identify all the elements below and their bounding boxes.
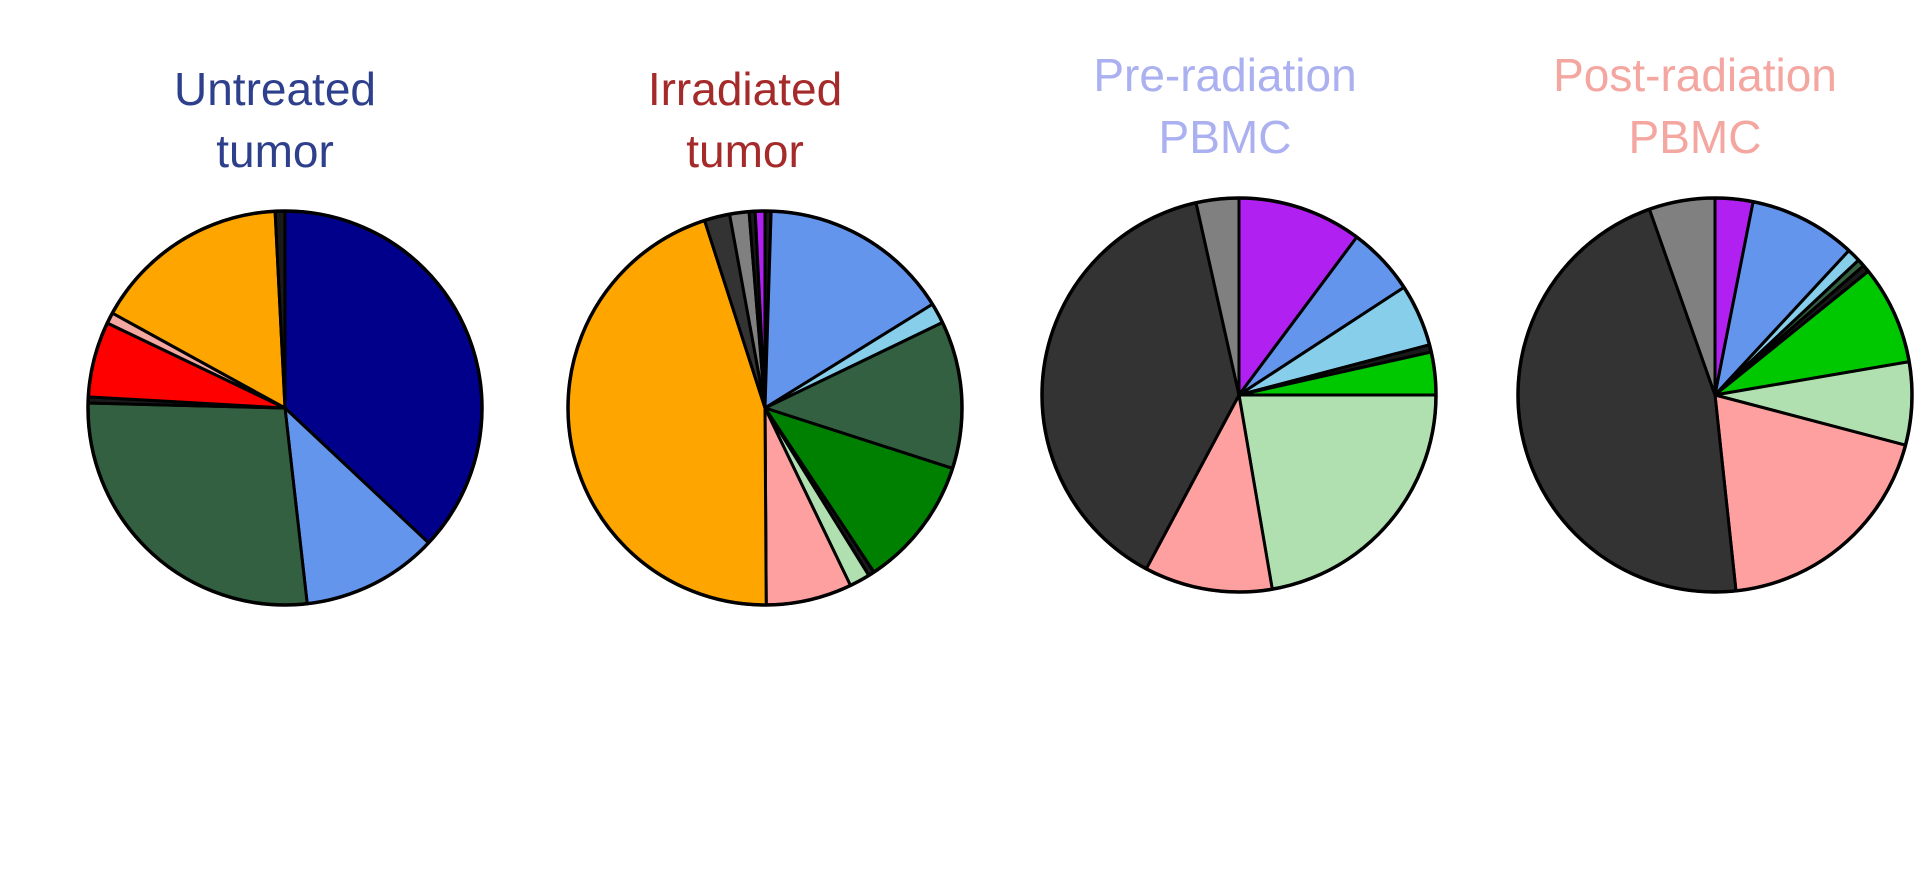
pie-slice-3 bbox=[86, 401, 309, 607]
chart-title-line-2: PBMC bbox=[1158, 111, 1292, 163]
chart-title: Irradiated tumor bbox=[525, 58, 965, 182]
pie-chart-irradiated-tumor: Irradiated tumor bbox=[525, 0, 965, 880]
chart-title-line-2: tumor bbox=[686, 125, 804, 177]
pie-plot bbox=[1516, 196, 1914, 594]
chart-title-line-1: Post-radiation bbox=[1553, 49, 1837, 101]
pie-chart-untreated-tumor: Untreated tumor bbox=[55, 0, 495, 880]
chart-title-line-1: Untreated bbox=[173, 63, 376, 115]
pie-outline bbox=[1040, 196, 1438, 594]
pie-outline bbox=[1516, 196, 1914, 594]
chart-title-line-2: PBMC bbox=[1628, 111, 1762, 163]
pie-plot bbox=[86, 209, 484, 607]
chart-title-line-1: Pre-radiation bbox=[1093, 49, 1357, 101]
chart-title-line-1: Irradiated bbox=[647, 63, 843, 115]
pie-outline bbox=[86, 209, 484, 607]
pie-outline bbox=[566, 209, 964, 607]
chart-title: Untreated tumor bbox=[55, 58, 495, 182]
chart-title-line-2: tumor bbox=[216, 125, 334, 177]
pie-plot bbox=[1040, 196, 1438, 594]
chart-title: Pre-radiation PBMC bbox=[1005, 44, 1445, 168]
pie-chart-pre-radiation-pbmc: Pre-radiation PBMC bbox=[1005, 0, 1445, 880]
chart-title: Post-radiation PBMC bbox=[1475, 44, 1915, 168]
pie-chart-post-radiation-pbmc: Post-radiation PBMC bbox=[1475, 0, 1915, 880]
pie-plot bbox=[566, 209, 964, 607]
